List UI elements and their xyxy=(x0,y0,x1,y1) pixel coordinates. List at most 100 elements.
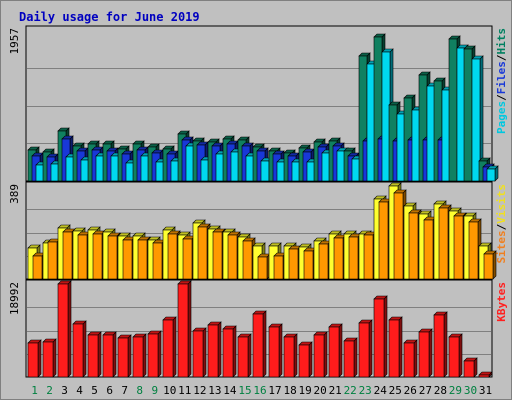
panel-max-label: 389 xyxy=(8,184,21,204)
bar-kbytes-day-2 xyxy=(42,338,57,378)
bar-front xyxy=(483,253,494,280)
bar-front xyxy=(268,326,280,378)
x-tick-label-5: 5 xyxy=(91,384,98,397)
bar-front xyxy=(227,234,238,280)
bar-side xyxy=(413,339,418,378)
bar-side xyxy=(202,327,207,378)
bar-kbytes-day-7 xyxy=(117,334,132,378)
panel-max-label: 1957 xyxy=(8,28,21,55)
x-tick-label-10: 10 xyxy=(163,384,176,397)
bar-front xyxy=(448,336,460,378)
bar-kbytes-day-25 xyxy=(388,316,403,378)
bar-front xyxy=(298,344,310,378)
bar-front xyxy=(237,336,249,378)
x-tick-label-7: 7 xyxy=(121,384,128,397)
x-tick-label-9: 9 xyxy=(151,384,158,397)
bar-front xyxy=(468,221,479,280)
bar-kbytes-day-16 xyxy=(252,310,267,378)
bar-front xyxy=(242,240,253,280)
bar-front xyxy=(333,237,344,280)
bar-kbytes-day-31 xyxy=(478,371,493,378)
legend-part: / xyxy=(495,223,508,230)
bar-kbytes-day-27 xyxy=(418,328,433,378)
x-tick-label-15: 15 xyxy=(238,384,251,397)
bar-side xyxy=(247,333,252,378)
x-tick-label-8: 8 xyxy=(136,384,143,397)
x-tick-label-20: 20 xyxy=(313,384,326,397)
bar-front xyxy=(117,337,129,378)
x-tick-label-18: 18 xyxy=(283,384,296,397)
bar-side xyxy=(383,295,388,378)
bar-front xyxy=(283,336,295,378)
bar-front xyxy=(92,233,103,280)
bar-front xyxy=(388,319,400,378)
bar-front xyxy=(122,239,133,280)
bar-front xyxy=(348,236,359,280)
x-tick-label-17: 17 xyxy=(268,384,281,397)
bar-kbytes-day-17 xyxy=(268,323,283,378)
bar-front xyxy=(192,330,204,378)
bar-pages-day-30 xyxy=(471,55,484,182)
bar-front xyxy=(318,243,329,280)
bar-front xyxy=(42,341,54,378)
bar-front xyxy=(313,334,325,378)
panel-max-label: 18992 xyxy=(8,282,21,315)
bar-kbytes-day-1 xyxy=(27,339,42,378)
bar-side xyxy=(127,334,132,378)
x-tick-label-31: 31 xyxy=(479,384,492,397)
bar-front xyxy=(486,168,496,182)
x-tick-label-14: 14 xyxy=(223,384,237,397)
bar-front xyxy=(107,235,118,280)
panel-legend-label: KBytes xyxy=(495,282,508,322)
bar-front xyxy=(72,323,84,378)
bar-front xyxy=(212,231,223,280)
bar-side xyxy=(338,323,343,378)
bar-front xyxy=(152,242,163,280)
bar-front xyxy=(207,324,219,378)
bar-front xyxy=(132,336,144,378)
bar-side xyxy=(97,331,102,378)
bar-pages-day-31 xyxy=(486,165,499,182)
bar-front xyxy=(478,374,490,378)
bar-side xyxy=(142,333,147,378)
bar-front xyxy=(252,313,264,378)
chart-title: Daily usage for June 2019 xyxy=(19,10,200,24)
bar-side xyxy=(353,337,358,378)
bar-side xyxy=(262,310,267,378)
x-tick-label-27: 27 xyxy=(419,384,432,397)
bar-kbytes-day-5 xyxy=(87,331,102,378)
bar-kbytes-day-12 xyxy=(192,327,207,378)
x-tick-label-16: 16 xyxy=(253,384,266,397)
bar-kbytes-day-15 xyxy=(237,333,252,378)
x-tick-label-12: 12 xyxy=(193,384,206,397)
bar-front xyxy=(47,241,58,280)
bar-side xyxy=(52,338,57,378)
bar-side xyxy=(187,280,192,378)
bar-kbytes-day-6 xyxy=(102,331,117,378)
bar-side xyxy=(37,339,42,378)
x-tick-label-22: 22 xyxy=(344,384,357,397)
bar-front xyxy=(423,219,434,280)
bar-kbytes-day-21 xyxy=(328,323,343,378)
x-tick-label-11: 11 xyxy=(178,384,191,397)
bar-front xyxy=(27,342,39,378)
bar-side xyxy=(157,330,162,378)
bar-front xyxy=(453,215,464,280)
legend-part: KBytes xyxy=(495,282,508,322)
x-tick-label-2: 2 xyxy=(46,384,53,397)
x-tick-label-21: 21 xyxy=(329,384,342,397)
x-tick-label-30: 30 xyxy=(464,384,477,397)
legend-part: Files xyxy=(495,61,508,94)
x-tick-label-23: 23 xyxy=(359,384,372,397)
x-tick-label-19: 19 xyxy=(298,384,311,397)
bar-kbytes-day-22 xyxy=(343,337,358,378)
bar-front xyxy=(87,334,99,378)
bar-front xyxy=(62,231,73,280)
bar-front xyxy=(463,360,475,378)
bar-front xyxy=(373,298,385,378)
panel-middle: 389 Sites/Visits xyxy=(8,181,508,280)
bar-front xyxy=(273,255,284,280)
bar-kbytes-day-9 xyxy=(147,330,162,378)
